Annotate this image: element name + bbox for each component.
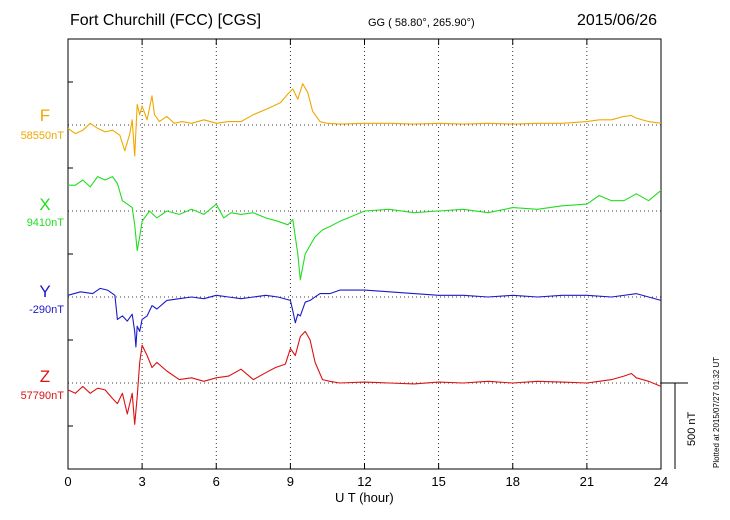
x-tick-label: 15 [431,474,445,489]
geographic-coordinates: GG ( 58.80°, 265.90°) [368,17,475,29]
channel-baseline-z: 57790nT [20,390,64,402]
observation-date: 2015/06/26 [577,12,658,29]
channel-name-z: Z [39,367,51,386]
x-tick-label: 3 [139,474,146,489]
series-line-x [68,176,662,281]
x-axis-ticks: 0 3 6 9 12 15 18 21 24 [64,39,668,489]
series-group [67,83,662,425]
scale-bar [661,382,688,469]
series-line-y [67,287,662,348]
x-axis-label: U T (hour) [335,490,394,505]
x-tick-label: 21 [580,474,594,489]
grid [68,39,661,469]
x-tick-label: 9 [287,474,294,489]
channel-name-y: Y [39,282,51,301]
x-tick-label: 6 [213,474,220,489]
series-line-z [67,330,662,425]
series-line-f [67,83,662,157]
scale-bar-label: 500 nT [686,411,698,446]
channel-baseline-f: 58550nT [20,130,64,142]
plotted-timestamp: Plotted at 2015/07/27 01:32 UT [712,356,721,468]
x-tick-label: 18 [506,474,520,489]
x-tick-label: 0 [64,474,71,489]
x-tick-label: 12 [357,474,371,489]
channel-baseline-x: 9410nT [26,217,64,229]
channel-name-x: X [39,195,51,214]
x-tick-label: 24 [654,474,668,489]
channel-name-f: F [39,106,51,125]
station-title: Fort Churchill (FCC) [CGS] [70,12,262,29]
channel-baseline-y: -290nT [29,304,64,316]
